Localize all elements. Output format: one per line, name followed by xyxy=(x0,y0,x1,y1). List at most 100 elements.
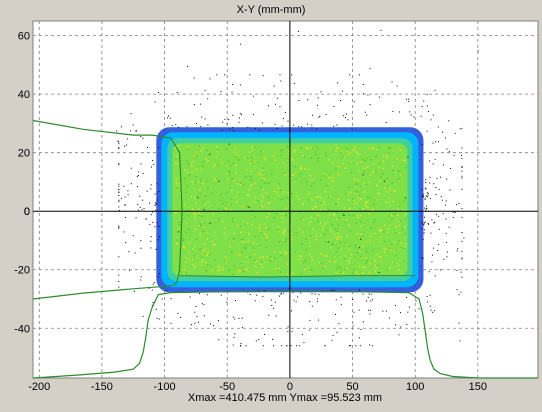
halo-particle xyxy=(316,298,318,300)
density-speckle xyxy=(328,177,331,179)
density-speckle xyxy=(205,262,207,264)
density-speckle xyxy=(190,162,193,165)
density-speckle xyxy=(336,230,338,233)
halo-particle xyxy=(157,226,159,228)
halo-particle xyxy=(388,317,390,319)
density-speckle xyxy=(206,180,209,183)
halo-particle xyxy=(405,98,407,100)
halo-particle xyxy=(267,105,269,107)
density-speckle xyxy=(400,242,402,244)
density-speckle xyxy=(178,221,181,224)
density-speckle xyxy=(324,173,326,176)
density-speckle xyxy=(193,255,196,257)
far-particle xyxy=(228,143,230,145)
density-speckle xyxy=(379,230,382,233)
density-speckle xyxy=(373,147,375,150)
density-speckle xyxy=(372,163,375,166)
halo-particle xyxy=(438,243,440,245)
density-speckle xyxy=(260,169,263,171)
density-speckle xyxy=(257,243,259,246)
density-speckle xyxy=(348,214,351,216)
halo-particle xyxy=(142,173,144,175)
halo-particle xyxy=(254,127,256,129)
density-speckle xyxy=(203,250,205,253)
density-speckle xyxy=(295,177,297,180)
halo-particle xyxy=(461,157,463,159)
density-speckle xyxy=(203,222,205,224)
halo-particle xyxy=(358,289,360,291)
density-speckle xyxy=(248,189,251,191)
density-speckle xyxy=(338,174,340,176)
density-speckle xyxy=(328,209,331,211)
density-speckle xyxy=(217,265,219,268)
halo-particle xyxy=(427,194,429,196)
density-speckle xyxy=(307,148,309,150)
density-speckle xyxy=(333,256,336,258)
density-speckle xyxy=(368,147,371,150)
density-speckle xyxy=(355,192,357,194)
halo-particle xyxy=(352,299,354,301)
density-speckle xyxy=(195,255,197,257)
halo-particle xyxy=(369,313,371,315)
density-speckle xyxy=(210,192,213,194)
density-speckle xyxy=(332,243,334,245)
density-speckle xyxy=(392,149,395,152)
density-speckle xyxy=(264,157,266,160)
halo-particle xyxy=(435,213,437,215)
density-speckle xyxy=(205,247,207,250)
density-speckle xyxy=(241,241,243,243)
density-speckle xyxy=(256,259,259,262)
density-speckle xyxy=(310,220,312,223)
density-speckle xyxy=(238,254,240,256)
density-speckle xyxy=(350,191,352,194)
density-speckle xyxy=(351,146,354,149)
density-speckle xyxy=(222,221,224,223)
density-speckle xyxy=(347,199,350,201)
density-speckle xyxy=(300,261,302,264)
halo-particle xyxy=(133,290,135,292)
density-speckle xyxy=(363,167,366,170)
density-speckle xyxy=(325,152,327,154)
halo-particle xyxy=(290,310,292,312)
halo-particle xyxy=(118,225,120,227)
halo-particle xyxy=(240,114,242,116)
density-speckle xyxy=(344,221,346,224)
density-speckle xyxy=(366,196,369,198)
density-speckle xyxy=(175,243,178,245)
halo-particle xyxy=(118,143,120,145)
density-speckle xyxy=(294,251,296,254)
halo-particle xyxy=(298,125,300,127)
halo-particle xyxy=(422,238,424,240)
halo-particle xyxy=(201,303,203,305)
halo-particle xyxy=(120,126,122,128)
density-speckle xyxy=(254,197,257,199)
halo-particle xyxy=(150,236,152,238)
density-speckle xyxy=(248,204,251,207)
density-speckle xyxy=(194,216,196,219)
halo-particle xyxy=(155,248,157,250)
halo-particle xyxy=(429,294,431,296)
halo-particle xyxy=(424,221,426,223)
density-speckle xyxy=(308,179,311,181)
density-speckle xyxy=(284,174,286,176)
halo-particle xyxy=(449,189,451,191)
density-speckle xyxy=(370,147,373,149)
halo-particle xyxy=(199,103,201,105)
halo-particle xyxy=(118,147,120,149)
density-speckle xyxy=(204,203,206,205)
halo-particle xyxy=(424,187,426,189)
halo-particle xyxy=(118,194,120,196)
density-speckle xyxy=(299,173,302,175)
halo-particle xyxy=(421,228,423,230)
far-particle xyxy=(380,29,382,31)
density-speckle xyxy=(365,262,367,264)
halo-particle xyxy=(459,128,461,130)
density-speckle xyxy=(184,256,187,259)
halo-particle xyxy=(427,111,429,113)
density-speckle xyxy=(217,150,219,153)
density-speckle xyxy=(399,205,401,208)
far-particle xyxy=(359,247,361,249)
density-speckle xyxy=(254,146,256,148)
density-speckle xyxy=(399,149,402,151)
density-speckle xyxy=(235,164,237,167)
